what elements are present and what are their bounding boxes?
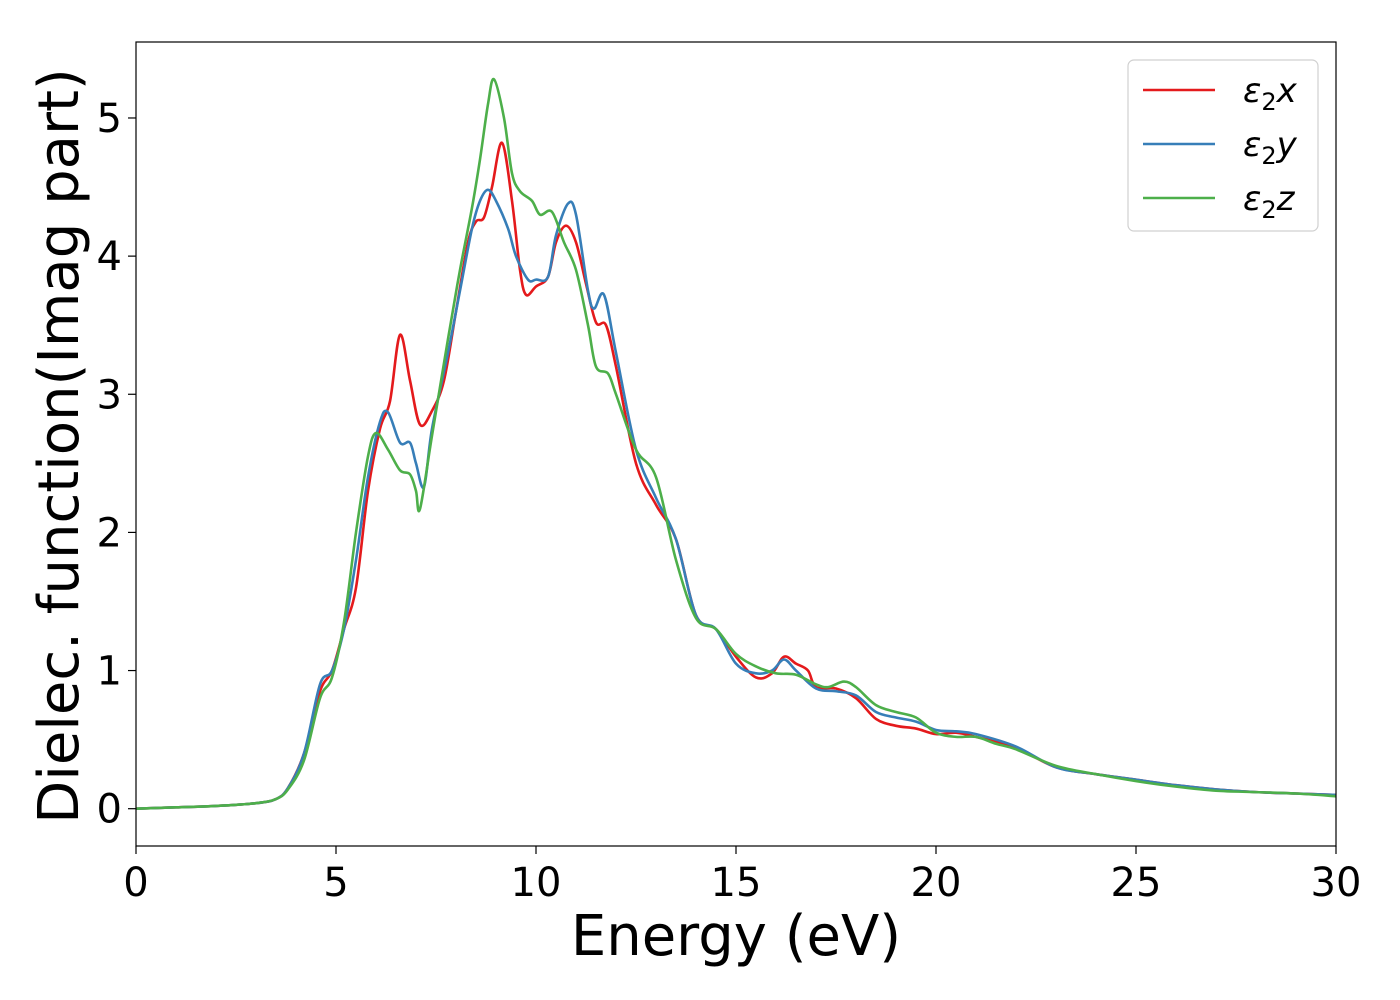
series-line-y bbox=[136, 188, 1336, 810]
x-tick-label: 0 bbox=[123, 860, 148, 906]
y-tick-label: 3 bbox=[97, 372, 122, 418]
legend-label-x: ε2x bbox=[1243, 71, 1298, 116]
x-tick-label: 20 bbox=[911, 860, 962, 906]
legend-label-y: ε2y bbox=[1243, 125, 1298, 170]
legend: ε2x ε2y ε2z bbox=[1127, 59, 1319, 232]
series-line-z bbox=[136, 77, 1336, 810]
x-tick-label: 10 bbox=[511, 860, 562, 906]
y-axis: 0 1 2 3 4 5 bbox=[97, 96, 136, 833]
legend-box bbox=[1127, 59, 1319, 232]
x-tick-label: 5 bbox=[323, 860, 348, 906]
y-tick-label: 5 bbox=[97, 96, 122, 142]
y-tick-label: 1 bbox=[97, 649, 122, 695]
series-layer bbox=[136, 77, 1336, 810]
x-axis: 0 5 10 15 20 25 30 bbox=[123, 846, 1361, 906]
y-tick-label: 2 bbox=[97, 510, 122, 556]
x-axis-title: Energy (eV) bbox=[571, 904, 901, 969]
y-tick-label: 4 bbox=[97, 234, 122, 280]
y-axis-title: Dielec. function(Imag part) bbox=[27, 68, 92, 824]
x-tick-label: 30 bbox=[1311, 860, 1362, 906]
y-tick-label: 0 bbox=[97, 787, 122, 833]
x-tick-label: 25 bbox=[1111, 860, 1162, 906]
x-tick-label: 15 bbox=[711, 860, 762, 906]
legend-label-z: ε2z bbox=[1243, 179, 1296, 224]
